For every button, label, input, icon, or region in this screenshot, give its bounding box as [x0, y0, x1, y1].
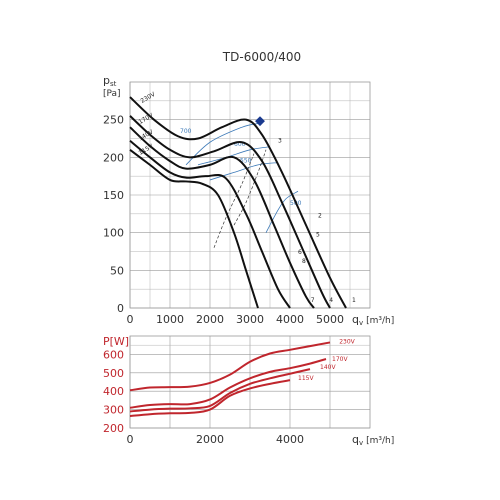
efficiency-curve — [213, 153, 255, 248]
x-tick-label: 0 — [127, 433, 134, 446]
x-tick-label: 0 — [127, 313, 134, 326]
fan-curve — [129, 139, 291, 309]
operating-point — [255, 116, 265, 127]
x-tick-label: 4000 — [276, 433, 304, 446]
system-curve-label: 600 — [234, 141, 246, 148]
y-tick-label: 300 — [103, 404, 124, 417]
y-axis-label-sub: st — [110, 80, 117, 88]
power-curve — [129, 368, 311, 413]
power-curve — [129, 379, 291, 418]
curve-number: 4 — [329, 297, 333, 304]
power-curve — [129, 341, 331, 392]
x-axis-label-sub: v — [359, 439, 363, 447]
power-curve — [129, 358, 327, 409]
power-curve-label: 140V — [320, 364, 336, 371]
x-tick-label: 2000 — [196, 313, 224, 326]
curve-number: 8 — [302, 258, 306, 265]
system-curve — [185, 123, 259, 166]
y-tick-label: 50 — [110, 264, 124, 277]
x-tick-label: 1000 — [156, 313, 184, 326]
x-tick-label: 5000 — [316, 313, 344, 326]
x-axis-label-sub: v — [359, 319, 363, 327]
curve-number: 5 — [316, 231, 320, 238]
y-tick-label: 100 — [103, 227, 124, 240]
fan-curve-label: 140V — [138, 128, 156, 142]
y-axis-label: pst — [103, 74, 117, 88]
y-tick-label: 0 — [117, 302, 124, 315]
pressure-chart: 0 1000 2000 3000 4000 5000050100150200250pst[… — [103, 74, 394, 327]
x-axis-label: qv [m³/h] — [352, 313, 394, 327]
system-curve — [197, 146, 271, 166]
fan-curve — [129, 115, 331, 309]
fan-curve — [129, 149, 259, 309]
system-curve-label: 700 — [180, 128, 192, 135]
curve-number: 2 — [318, 213, 322, 220]
x-tick-label: 3000 — [236, 313, 264, 326]
x-axis-unit: [m³/h] — [366, 436, 394, 446]
fan-curve-label: 170V — [138, 112, 156, 126]
power-curve-label: 115V — [298, 375, 314, 382]
fan-curve — [129, 126, 315, 309]
power-curve-label: 170V — [332, 356, 348, 363]
y-tick-label: 500 — [103, 367, 124, 380]
x-tick-label: 2000 — [196, 433, 224, 446]
power-curve-label: 230V — [339, 338, 355, 345]
y-tick-label: 200 — [103, 422, 124, 435]
y-tick-label: 400 — [103, 385, 124, 398]
y-tick-label: 200 — [103, 151, 124, 164]
fan-curve-label: 230V — [140, 91, 158, 105]
y-tick-label: 150 — [103, 189, 124, 202]
fan-curve — [129, 96, 347, 309]
y-axis-label: P[W] — [103, 335, 129, 348]
x-axis-label: qv [m³/h] — [352, 433, 394, 447]
system-curve-label: 550 — [240, 158, 252, 165]
chart-title: TD-6000/400 — [222, 50, 301, 64]
curve-number: 1 — [352, 297, 356, 304]
x-axis-unit: [m³/h] — [366, 316, 394, 326]
y-axis-unit: [Pa] — [103, 89, 121, 99]
curve-number: 6 — [298, 249, 302, 256]
efficiency-curve — [233, 149, 267, 226]
x-tick-label: 4000 — [276, 313, 304, 326]
y-tick-label: 250 — [103, 114, 124, 127]
y-tick-label: 600 — [103, 348, 124, 361]
curve-number: 7 — [311, 297, 315, 304]
curve-number: 3 — [278, 137, 282, 144]
